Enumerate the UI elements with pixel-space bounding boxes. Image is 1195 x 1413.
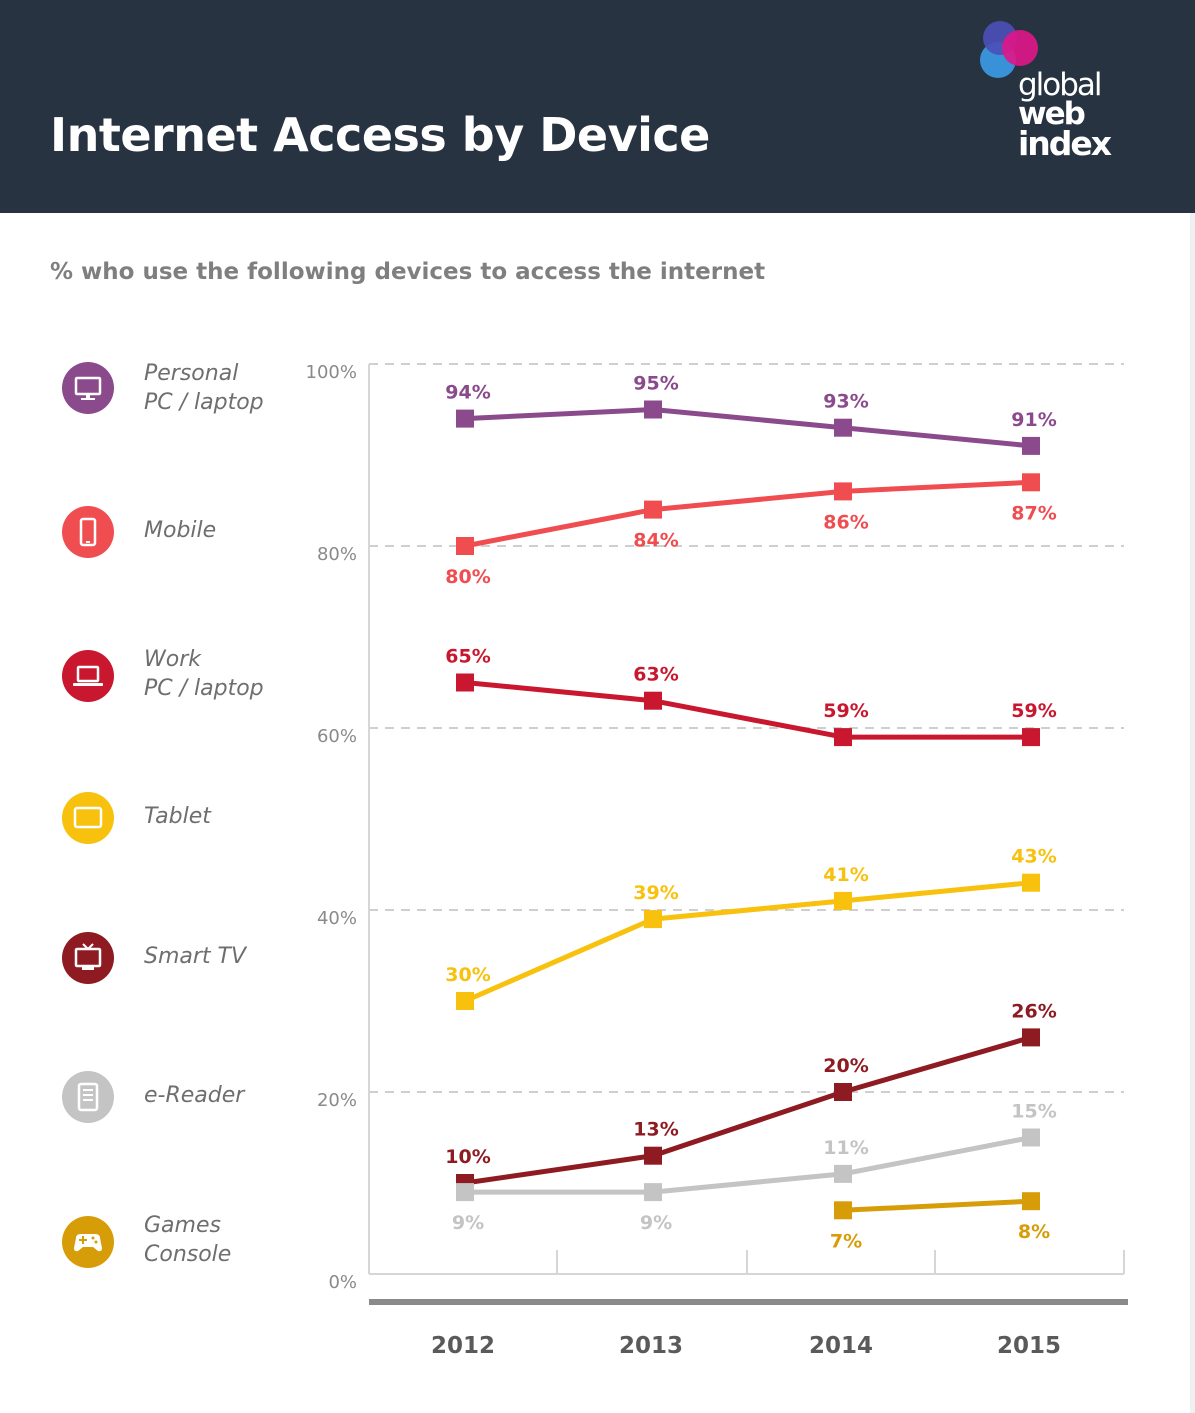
data-point-marker [1022, 1028, 1040, 1047]
data-point-marker [1022, 1192, 1040, 1211]
data-point-marker [644, 1183, 662, 1202]
data-point-marker [456, 992, 474, 1010]
data-label: 93% [823, 391, 868, 413]
legend-label: Smart TV [144, 944, 247, 969]
legend-item-tablet: Tablet [62, 792, 302, 848]
legend-label: Games Console [144, 1213, 232, 1267]
data-label: 20% [823, 1055, 868, 1077]
legend-label: e-Reader [144, 1083, 245, 1108]
y-tick-label: 40% [317, 908, 357, 929]
legend-label: Personal PC / laptop [144, 361, 264, 415]
tablet-icon [62, 792, 114, 844]
data-label: 9% [452, 1212, 484, 1234]
series-line [464, 680, 1031, 740]
y-tick-label: 100% [306, 362, 357, 383]
data-point-marker [644, 1146, 662, 1165]
laptop-icon [62, 650, 114, 702]
data-label: 59% [1011, 700, 1056, 722]
legend-item-smart-tv: Smart TV [62, 932, 302, 988]
data-point-marker [456, 673, 474, 692]
legend-item-games-console: Games Console [62, 1213, 302, 1272]
data-point-marker [456, 409, 474, 428]
logo-text-global: global [1018, 67, 1103, 103]
data-point-marker [644, 910, 662, 929]
data-label: 7% [830, 1230, 862, 1252]
gamepad-icon [62, 1216, 114, 1268]
page-title: Internet Access by Device [50, 108, 710, 162]
data-point-marker [834, 891, 852, 910]
legend-label: Tablet [144, 804, 211, 829]
series-line [842, 1198, 1032, 1213]
data-point-marker [1022, 728, 1040, 747]
data-point-marker [834, 728, 852, 747]
y-tick-label: 60% [317, 726, 357, 747]
data-label: 80% [445, 566, 490, 588]
data-label: 26% [1011, 1000, 1056, 1022]
mobile-phone-icon [62, 506, 114, 558]
data-point-marker [834, 418, 852, 437]
x-category-label: 2013 [619, 1333, 683, 1359]
data-point-marker [456, 537, 474, 555]
series-line [464, 407, 1032, 449]
data-label: 39% [633, 882, 678, 904]
x-category-label: 2015 [997, 1333, 1061, 1359]
legend-item-work-pc: Work PC / laptop [62, 647, 302, 706]
x-category-label: 2012 [431, 1333, 495, 1359]
data-point-marker [1022, 473, 1040, 492]
data-label: 30% [445, 964, 490, 986]
logo-text-index: index [1018, 124, 1112, 163]
y-tick-label: 80% [317, 544, 357, 565]
data-label: 59% [823, 700, 868, 722]
legend-label: Work PC / laptop [144, 647, 264, 701]
legend-item-ereader: e-Reader [62, 1071, 302, 1127]
logo-circles-icon [980, 21, 1038, 78]
data-label: 94% [445, 382, 490, 404]
series-line [465, 1135, 1032, 1195]
series-line [464, 1034, 1032, 1186]
data-point-marker [834, 1201, 852, 1220]
x-category-label: 2014 [809, 1333, 873, 1359]
data-point-marker [1022, 873, 1040, 892]
logo-text-web: web [1018, 96, 1086, 132]
data-label: 87% [1011, 502, 1056, 524]
data-point-marker [834, 1083, 852, 1101]
data-label: 65% [445, 646, 490, 668]
data-point-marker [644, 400, 662, 419]
header-banner: Internet Access by Device global web ind… [0, 0, 1195, 213]
data-label: 84% [633, 530, 678, 552]
data-point-marker [644, 500, 662, 519]
tv-icon [62, 932, 114, 984]
data-label: 10% [445, 1146, 490, 1168]
y-tick-label: 20% [317, 1090, 357, 1111]
data-point-marker [834, 1164, 852, 1183]
data-point-marker [1022, 436, 1040, 455]
data-point-marker [644, 691, 662, 710]
data-label: 95% [633, 373, 678, 395]
data-label: 41% [823, 864, 868, 886]
series-line [464, 880, 1032, 1004]
data-label: 11% [823, 1137, 868, 1159]
data-label: 91% [1011, 409, 1056, 431]
data-label: 9% [640, 1212, 672, 1234]
data-label: 63% [633, 664, 678, 686]
data-label: 86% [823, 511, 868, 533]
data-label: 8% [1018, 1221, 1050, 1243]
data-point-marker [1022, 1128, 1040, 1147]
ereader-icon [62, 1071, 114, 1123]
data-label: 43% [1011, 846, 1056, 868]
data-label: 13% [633, 1119, 678, 1141]
series-line [464, 479, 1032, 549]
right-edge-strip [1190, 213, 1195, 1413]
legend-item-mobile: Mobile [62, 506, 302, 562]
legend-label: Mobile [144, 518, 217, 543]
monitor-icon [62, 362, 114, 414]
y-tick-label: 0% [328, 1272, 357, 1293]
data-point-marker [834, 482, 852, 501]
data-point-marker [456, 1183, 474, 1202]
legend-item-personal-pc: Personal PC / laptop [62, 361, 302, 418]
data-label: 15% [1011, 1101, 1056, 1123]
chart-subtitle: % who use the following devices to acces… [50, 259, 766, 285]
